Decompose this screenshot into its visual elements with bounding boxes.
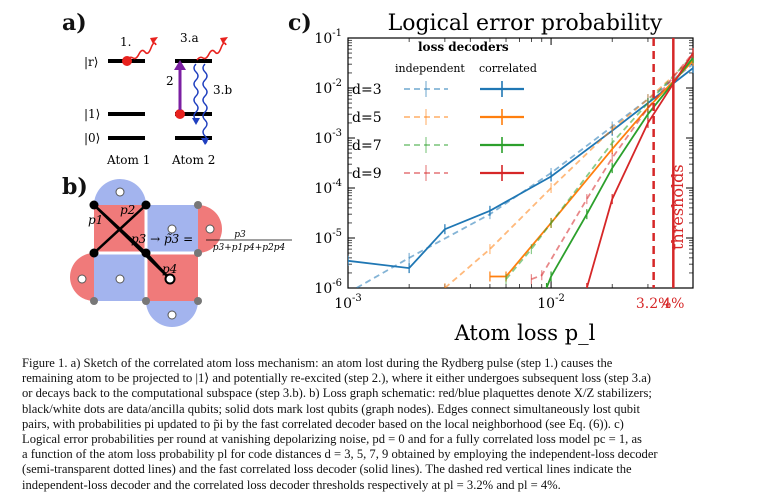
series-line-d5-correlated [489, 60, 694, 278]
edge-label-p3: p3 → p̃3 = [131, 232, 193, 246]
figure-caption: Figure 1. a) Sketch of the correlated at… [22, 356, 752, 493]
panel-c: c) Logical error probability 10-6 10-5 10-… [280, 0, 768, 350]
x-tick-label: 10-3 [334, 293, 362, 312]
excitation-arrowhead [174, 60, 186, 70]
formula-numerator: p3 [234, 230, 246, 240]
caption-line: Logical error probabilities per round at… [22, 432, 642, 447]
logical-error-chart: Logical error probability 10-6 10-5 10-4 10… [314, 11, 694, 345]
atom2-label: Atom 2 [171, 153, 215, 167]
caption-line: or decays back to the computational subs… [22, 386, 652, 401]
step-3a-label: 3.a [180, 31, 199, 45]
series-group [348, 48, 694, 288]
threshold-text: thresholds [668, 164, 687, 250]
caption-line: independent-loss decoder and the correla… [22, 477, 561, 492]
series-line-d3-correlated [348, 67, 694, 270]
legend: loss decoders independent correlated d=3… [352, 40, 537, 182]
lost-qubit [141, 200, 151, 210]
series-line-d9-correlated [585, 52, 694, 288]
legend-col-correlated: correlated [479, 62, 537, 75]
level-1-label: |1⟩ [84, 107, 100, 121]
plot-frame [347, 37, 694, 289]
y-tick-label: 10-6 [314, 278, 342, 297]
step-3b-label: 3.b [213, 83, 232, 97]
panel-a: a) |r⟩ |1⟩ |0⟩ 1. 3.a 2 3.b Atom 1 [0, 0, 290, 175]
series-line-d7-independent [505, 54, 694, 280]
data-qubit [142, 297, 150, 305]
loss-arrow-1 [126, 42, 157, 61]
caption-line: pairs, with probabilities pi updated to … [22, 416, 624, 431]
threshold-group: 3.2%4% [636, 38, 684, 312]
level-r-label: |r⟩ [84, 55, 98, 69]
legend-label-d9: d=9 [352, 166, 382, 182]
lost-qubit [141, 248, 151, 258]
edge-label-p1: p1 [88, 213, 103, 227]
edge-label-p2: p2 [120, 203, 135, 217]
legend-col-independent: independent [395, 62, 465, 75]
edge-label-p4: p4 [162, 262, 177, 276]
legend-label-d3: d=3 [352, 82, 382, 98]
atom-level-diagram: |r⟩ |1⟩ |0⟩ 1. 3.a 2 3.b Atom 1 Atom 2 [84, 31, 232, 167]
ancilla-qubit [205, 224, 215, 234]
ancilla-qubit [167, 224, 177, 234]
y-tick-label: 10-1 [314, 28, 342, 47]
atom2-dot [175, 109, 185, 119]
x-axis-label: Atom loss p_l [454, 321, 596, 345]
legend-title: loss decoders [418, 40, 509, 54]
panel-b-label: b) [62, 174, 88, 200]
ancilla-qubit [115, 187, 125, 197]
caption-line: Figure 1. a) Sketch of the correlated at… [22, 356, 613, 370]
data-qubit [194, 249, 202, 257]
legend-label-d7: d=7 [352, 138, 382, 154]
y-tick-label: 10-4 [314, 178, 342, 197]
x-tick-label: 10-2 [537, 293, 565, 312]
data-qubit [194, 201, 202, 209]
ancilla-qubit [115, 274, 125, 284]
ancilla-qubit [77, 274, 87, 284]
panel-b: b) [0, 170, 300, 350]
chart-title: Logical error probability [388, 11, 663, 36]
step-1-label: 1. [120, 35, 131, 49]
level-0-label: |0⟩ [84, 131, 100, 145]
caption-line: a function of the atom loss probability … [22, 447, 658, 462]
caption-line: black/white dots are data/ancilla qubits… [22, 401, 641, 416]
panel-c-label: c) [288, 10, 312, 36]
loss-arrow-3a [196, 42, 227, 61]
atom1-label: Atom 1 [106, 153, 150, 167]
threshold-tick-label: 3.2% [636, 296, 672, 312]
data-qubit [90, 297, 98, 305]
y-tick-label: 10-3 [314, 128, 342, 147]
graph-edge [93, 204, 171, 280]
series-line-d7-correlated [545, 57, 694, 288]
formula-denominator: p3+p1p4+p2p4 [213, 243, 286, 253]
caption-line: (semi-transparent dotted lines) and the … [22, 462, 632, 477]
loss-arrowhead-1 [150, 37, 158, 44]
loss-graph-schematic: p1 p2 p3 → p̃3 = p4 p3 p3+p1p4+p2p4 [70, 179, 292, 327]
panel-a-label: a) [62, 10, 87, 36]
decay-arrow-3b-1 [193, 63, 199, 121]
threshold-tick-label: 4% [662, 296, 684, 312]
lost-qubit [89, 248, 99, 258]
decay-arrowhead-2 [201, 138, 209, 145]
caption-line: remaining atom to be projected to |1⟩ an… [22, 371, 652, 386]
y-tick-label: 10-5 [314, 228, 342, 247]
ancilla-qubit [167, 310, 177, 320]
series-line-d9-independent [531, 52, 694, 281]
step-2-label: 2 [166, 74, 174, 88]
legend-label-d5: d=5 [352, 110, 382, 126]
y-tick-label: 10-2 [314, 78, 342, 97]
data-qubit [194, 297, 202, 305]
decay-arrow-3b-2 [202, 63, 208, 145]
decay-arrowhead-1 [192, 118, 200, 125]
loss-arrowhead-3a [220, 37, 228, 44]
lost-qubit [89, 200, 99, 210]
ancilla-qubit [164, 273, 176, 285]
